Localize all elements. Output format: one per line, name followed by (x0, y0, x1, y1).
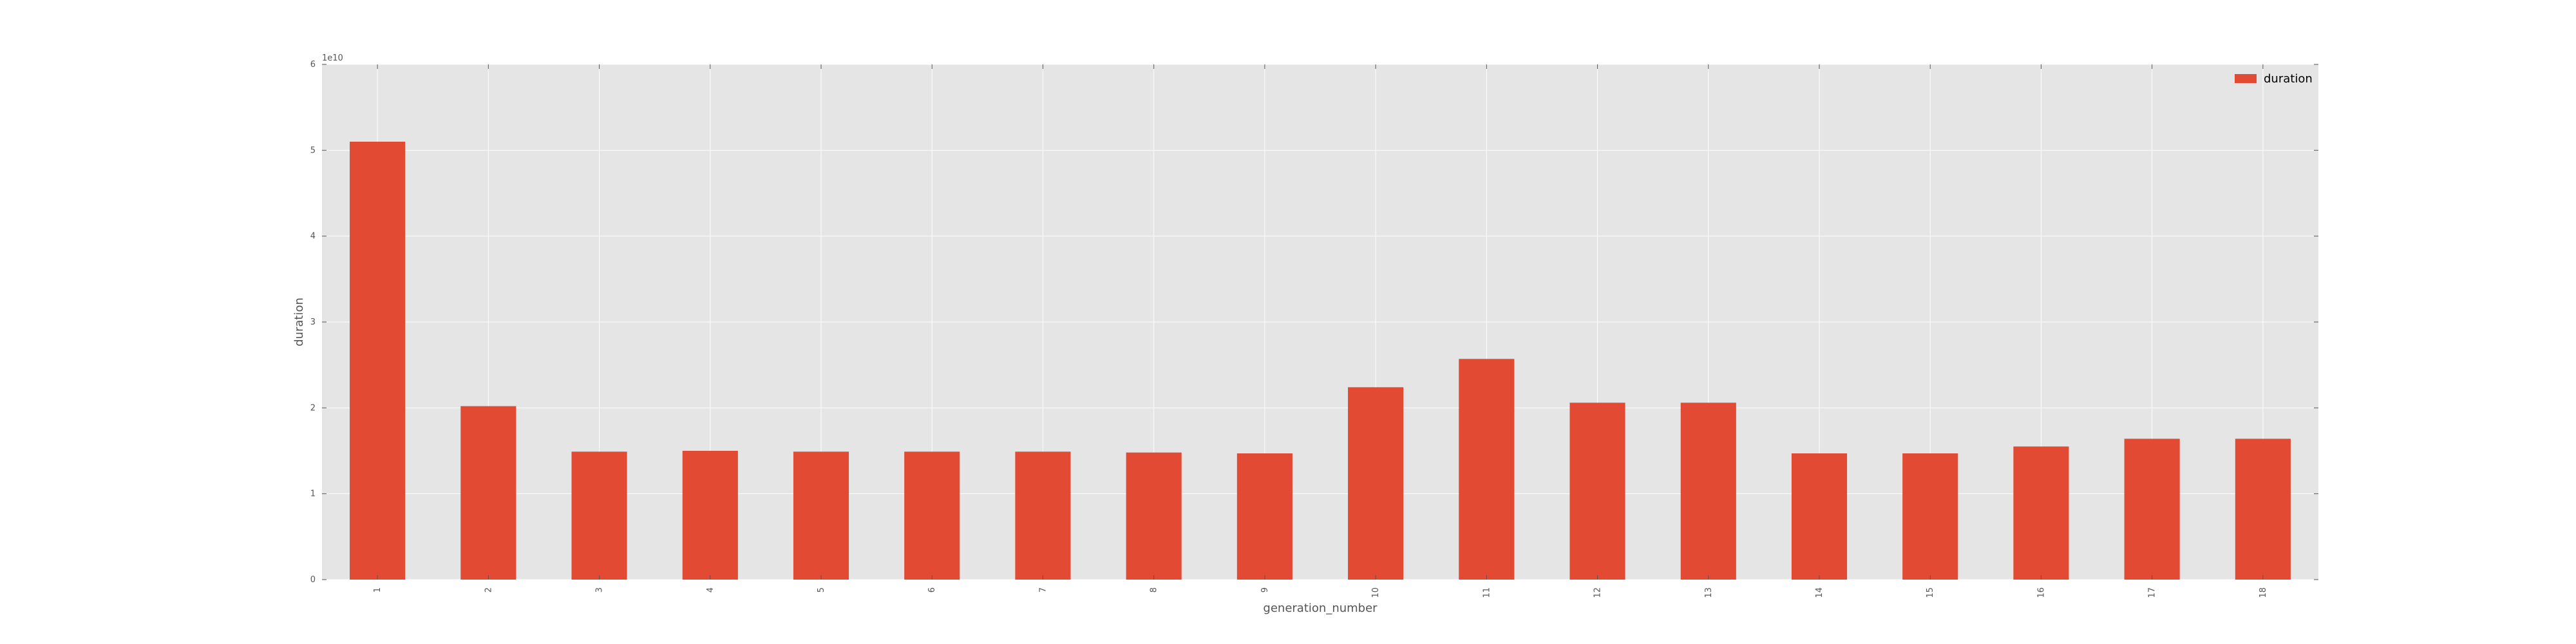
bar (2124, 439, 2180, 580)
bar (793, 451, 849, 580)
bar (2235, 439, 2291, 580)
bar (460, 406, 516, 580)
x-tick-label: 11 (1482, 587, 1492, 598)
y-tick-label: 0 (310, 575, 316, 585)
axis-ticks (322, 64, 2318, 580)
x-tick-label: 14 (1815, 587, 1824, 598)
x-tick-label: 15 (1926, 587, 1935, 598)
legend-swatch (2235, 74, 2257, 83)
y-tick-label: 6 (310, 60, 316, 70)
x-tick-labels: 1 2 3 4 5 6 7 8 9 10 11 12 13 14 15 16 17 18 (373, 587, 2268, 598)
bar (1680, 402, 1736, 580)
y-tick-label: 5 (310, 146, 316, 155)
x-tick-label: 2 (484, 587, 493, 592)
bar (904, 451, 960, 580)
bar (2013, 446, 2069, 580)
bar (1902, 453, 1958, 580)
x-tick-label: 9 (1260, 587, 1270, 592)
y-tick-label: 2 (310, 403, 316, 413)
bar (1126, 452, 1182, 580)
bars (350, 142, 2291, 580)
legend: duration (2235, 72, 2313, 86)
x-tick-label: 7 (1038, 587, 1048, 592)
bar (1569, 402, 1625, 580)
x-tick-label: 6 (927, 587, 937, 592)
bar (1015, 451, 1071, 580)
x-tick-label: 10 (1371, 587, 1381, 598)
x-tick-label: 1 (373, 587, 383, 592)
x-tick-label: 8 (1150, 587, 1159, 592)
legend-label: duration (2264, 72, 2313, 86)
bar (1236, 453, 1293, 580)
y-tick-label: 1 (310, 489, 316, 499)
y-offset-label: 1e10 (322, 53, 343, 63)
y-axis-title: duration (292, 298, 306, 346)
x-tick-label: 16 (2036, 587, 2046, 598)
x-tick-label: 17 (2148, 587, 2157, 598)
bar (571, 451, 627, 580)
bar (682, 451, 738, 580)
bar (1791, 453, 1848, 580)
x-tick-label: 4 (706, 587, 715, 592)
x-tick-label: 5 (817, 587, 826, 592)
bar (1348, 387, 1404, 580)
x-tick-label: 18 (2259, 587, 2268, 598)
y-tick-label: 3 (310, 317, 316, 327)
bar (1459, 359, 1515, 580)
y-tick-labels: 0 1 2 3 4 5 6 (310, 60, 316, 585)
bar (350, 142, 406, 580)
x-tick-label: 13 (1704, 587, 1714, 598)
x-axis-title: generation_number (1263, 601, 1378, 615)
y-tick-label: 4 (310, 232, 316, 242)
x-tick-label: 12 (1593, 587, 1603, 598)
x-tick-label: 3 (595, 587, 605, 592)
